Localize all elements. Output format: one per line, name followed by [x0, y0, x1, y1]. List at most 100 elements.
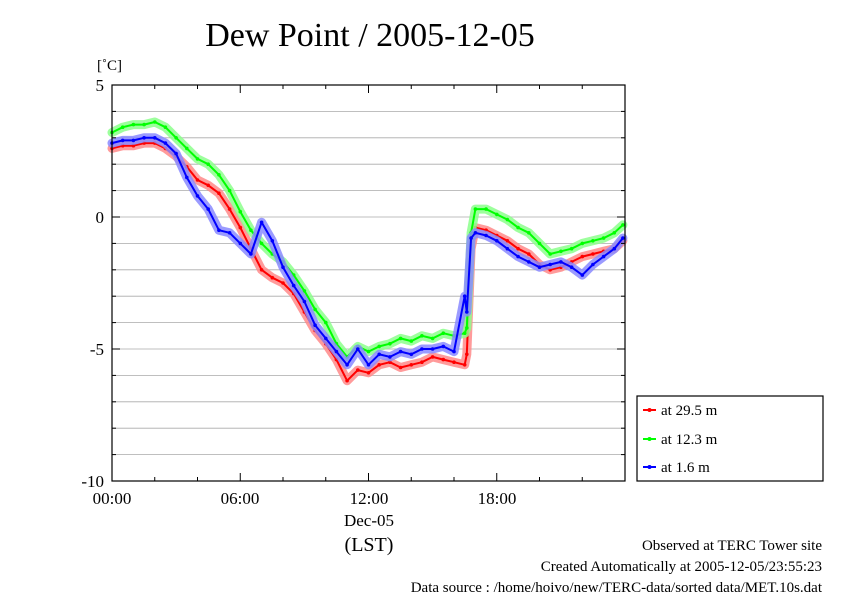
data-point: [206, 207, 210, 211]
legend-label: at 12.3 m: [661, 432, 718, 448]
data-point: [334, 349, 339, 354]
data-point: [469, 236, 473, 240]
data-point: [621, 223, 625, 227]
data-point: [377, 363, 382, 367]
data-point: [430, 336, 435, 341]
data-point: [366, 371, 371, 375]
series-spread-band: [107, 117, 628, 362]
data-point: [259, 241, 264, 246]
data-point: [409, 363, 414, 367]
data-point: [548, 252, 552, 256]
footer-site: Observed at TERC Tower site: [642, 538, 822, 554]
data-point: [249, 228, 253, 232]
data-point: [174, 151, 178, 156]
data-point: [345, 363, 349, 367]
data-point: [302, 289, 307, 293]
data-point: [153, 120, 157, 124]
data-point: [324, 336, 328, 341]
data-point: [484, 233, 488, 238]
data-point: [142, 122, 146, 127]
data-point: [398, 365, 403, 370]
data-point: [291, 283, 296, 288]
chart-title: Dew Point / 2005-12-05: [205, 17, 535, 54]
data-point: [465, 326, 469, 330]
data-point: [270, 275, 275, 280]
data-point: [206, 183, 210, 188]
axis-ticks: [111, 84, 626, 482]
y-tick-label: 5: [96, 76, 105, 95]
data-point: [441, 357, 446, 362]
data-point: [559, 260, 563, 264]
data-point: [409, 339, 414, 343]
y-tick-label: -5: [90, 340, 104, 359]
data-point: [420, 334, 424, 338]
data-point: [377, 352, 382, 357]
data-point: [612, 246, 617, 251]
data-point: [591, 239, 595, 243]
data-point: [366, 363, 371, 367]
data-point: [227, 231, 232, 235]
data-point: [398, 349, 403, 354]
data-point: [163, 125, 168, 129]
data-point: [356, 347, 360, 351]
data-point: [537, 265, 542, 270]
data-point: [227, 188, 232, 193]
data-point: [621, 236, 625, 240]
legend-box: [636, 395, 824, 482]
data-point: [345, 378, 349, 383]
data-point: [580, 273, 585, 277]
data-point: [495, 239, 499, 243]
data-point: [462, 294, 467, 299]
data-point: [131, 122, 136, 127]
data-point: [238, 209, 243, 214]
data-point: [388, 341, 392, 346]
data-point: [259, 220, 264, 225]
data-point: [398, 336, 403, 341]
data-point: [206, 162, 210, 166]
data-point: [420, 347, 424, 351]
data-point: [430, 355, 435, 359]
data-point: [409, 352, 414, 357]
data-point: [313, 307, 317, 312]
legend-marker: [647, 465, 652, 469]
data-point: [452, 360, 456, 365]
data-point: [217, 191, 221, 195]
x-date-label: Dec-05: [344, 511, 394, 530]
data-point: [527, 231, 531, 235]
data-point: [516, 225, 520, 230]
data-point: [441, 344, 446, 349]
data-point: [591, 252, 595, 256]
legend-marker: [647, 437, 652, 441]
data-point: [377, 344, 382, 349]
data-point: [527, 252, 531, 256]
x-tick-label: 00:00: [93, 489, 132, 508]
data-point: [366, 349, 371, 354]
x-tick-label: 18:00: [478, 489, 517, 508]
data-point: [462, 363, 467, 367]
data-point: [217, 228, 221, 232]
data-point: [270, 239, 275, 243]
x-tick-label: 06:00: [221, 489, 260, 508]
data-point: [462, 331, 467, 336]
data-point: [495, 212, 499, 217]
data-point: [569, 246, 574, 251]
data-point: [163, 141, 168, 145]
data-point: [580, 254, 585, 259]
data-point: [441, 331, 446, 336]
data-point: [238, 241, 243, 246]
data-point: [281, 265, 285, 270]
legend-label: at 29.5 m: [661, 403, 718, 419]
data-point: [259, 268, 264, 272]
data-point: [505, 217, 510, 222]
data-point: [612, 231, 617, 235]
data-point: [217, 173, 221, 177]
data-point: [142, 136, 146, 140]
data-point: [185, 146, 189, 151]
data-point: [430, 347, 435, 351]
data-point: [601, 236, 606, 240]
x-axis-label: (LST): [345, 534, 394, 556]
data-point: [465, 310, 469, 314]
footer-source: Data source : /home/hoivo/new/TERC-data/…: [411, 580, 823, 595]
data-point: [120, 138, 125, 143]
data-point: [195, 194, 200, 198]
